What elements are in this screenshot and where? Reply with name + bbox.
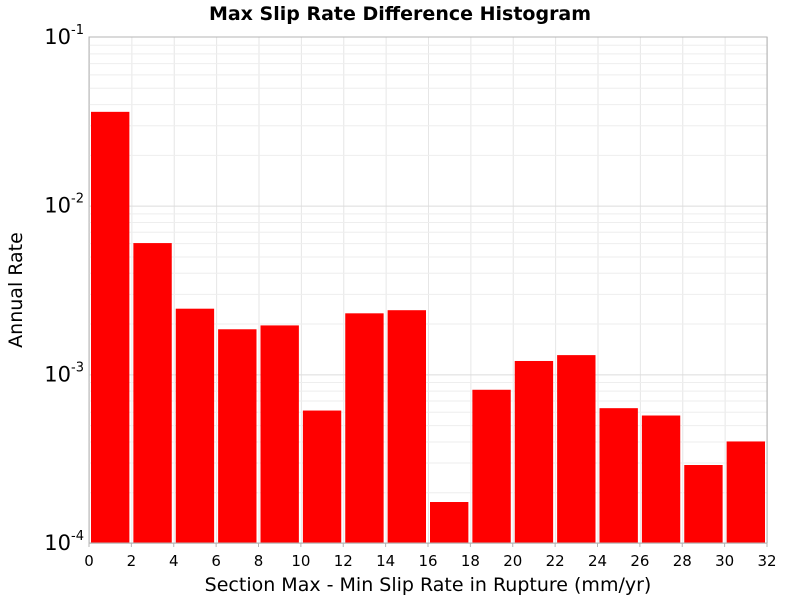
y-tick-label: 10 -3 xyxy=(44,360,84,386)
y-tick-exponent: -1 xyxy=(71,23,84,38)
y-tick-exponent: -3 xyxy=(71,360,84,375)
x-tick-label: 26 xyxy=(630,552,649,570)
x-tick-label: 6 xyxy=(211,552,221,570)
x-tick-label: 28 xyxy=(673,552,692,570)
bar xyxy=(345,313,384,543)
x-tick-label: 12 xyxy=(334,552,353,570)
bar xyxy=(599,408,638,543)
x-tick-label: 32 xyxy=(757,552,776,570)
x-tick-label: 10 xyxy=(291,552,310,570)
x-tick-label: 16 xyxy=(418,552,437,570)
x-tick-label: 2 xyxy=(127,552,137,570)
x-tick-label: 0 xyxy=(84,552,94,570)
y-tick-exponent: -2 xyxy=(71,192,84,207)
bar xyxy=(472,389,511,543)
y-axis-ticks: 10-110-210-310-4 xyxy=(44,23,84,555)
y-tick-exponent: -4 xyxy=(71,529,84,544)
y-tick-base: 10 xyxy=(44,362,71,386)
y-tick-base: 10 xyxy=(44,194,71,218)
x-axis-ticks: 0 2 4 6 8 10 12 14 16 18 20 22 24 26 28 30 32 xyxy=(84,543,777,570)
bar xyxy=(557,355,596,543)
x-tick-label: 22 xyxy=(546,552,565,570)
x-tick-label: 18 xyxy=(461,552,480,570)
x-axis-label: Section Max - Min Slip Rate in Rupture (… xyxy=(205,574,652,596)
x-tick-label: 8 xyxy=(254,552,264,570)
x-tick-label: 20 xyxy=(503,552,522,570)
x-tick-label: 30 xyxy=(715,552,734,570)
y-tick-base: 10 xyxy=(44,25,71,49)
y-tick-label: 10 -1 xyxy=(44,23,84,49)
bar xyxy=(260,325,299,543)
y-axis-label: Annual Rate xyxy=(5,232,27,348)
bar xyxy=(91,111,130,543)
bar xyxy=(218,329,257,543)
y-tick-base: 10 xyxy=(44,531,71,555)
bar xyxy=(726,441,765,543)
bar xyxy=(641,415,681,543)
bar xyxy=(133,243,172,544)
bars xyxy=(91,111,765,544)
bar xyxy=(430,502,469,543)
bar xyxy=(514,360,554,543)
x-tick-label: 24 xyxy=(588,552,607,570)
bar xyxy=(387,310,426,543)
x-tick-label: 4 xyxy=(169,552,179,570)
y-tick-label: 10 -4 xyxy=(44,529,84,555)
y-tick-label: 10 -2 xyxy=(44,192,84,218)
bar xyxy=(684,465,723,543)
x-tick-label: 14 xyxy=(376,552,395,570)
chart-title: Max Slip Rate Difference Histogram xyxy=(209,3,591,25)
bar xyxy=(302,410,342,543)
bar xyxy=(175,308,215,543)
